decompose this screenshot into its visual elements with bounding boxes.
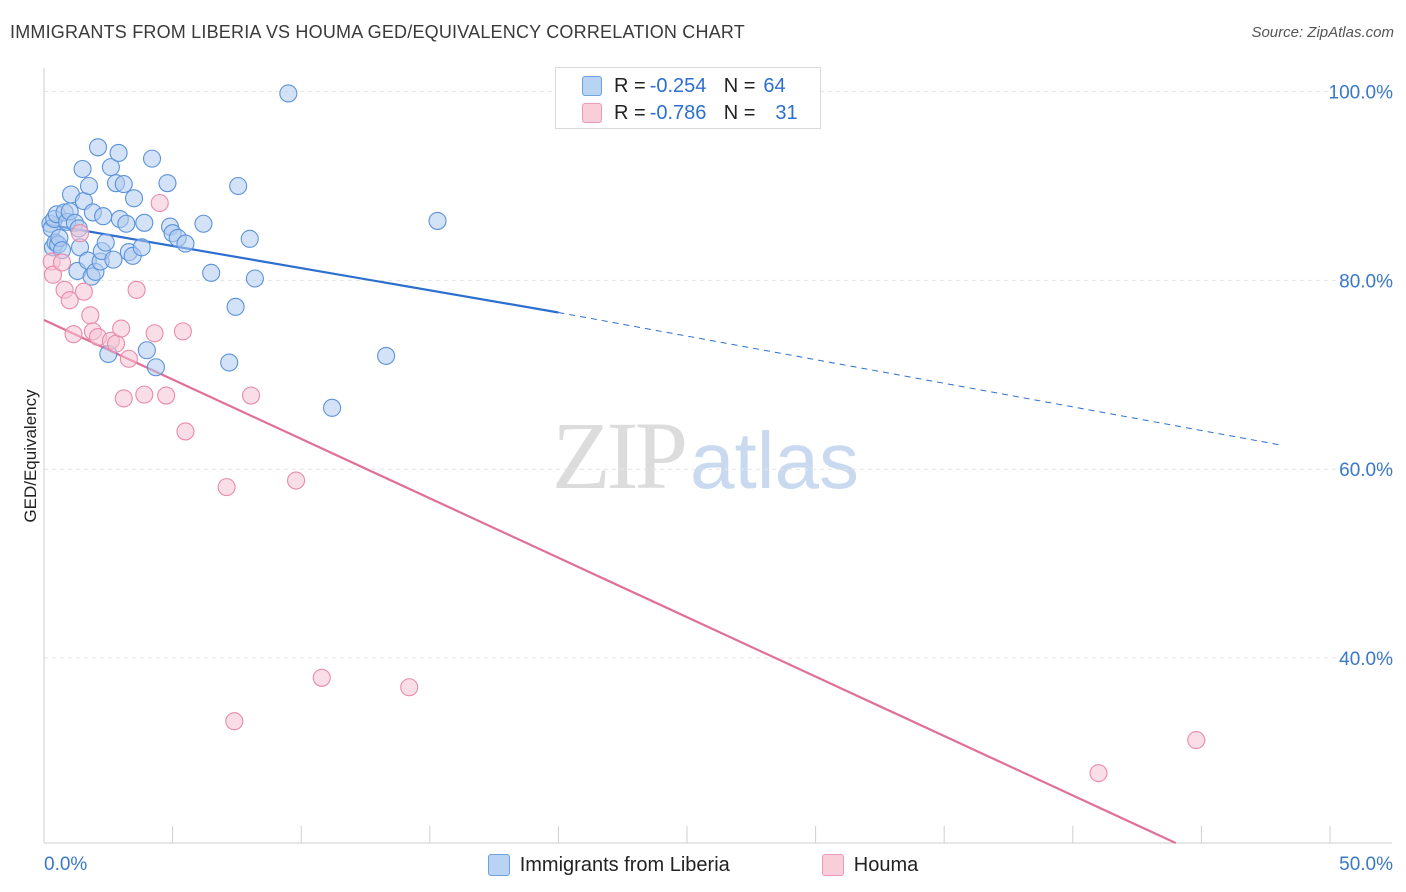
x-tick-label: 0.0% bbox=[44, 854, 87, 875]
n-value: 64 bbox=[763, 74, 786, 97]
point-liberia bbox=[428, 211, 447, 230]
point-liberia bbox=[96, 233, 115, 252]
point-houma bbox=[1089, 764, 1108, 783]
source-label: Source: ZipAtlas.com bbox=[1251, 24, 1394, 41]
point-liberia bbox=[124, 189, 144, 208]
point-houma bbox=[112, 319, 131, 338]
point-houma bbox=[176, 422, 195, 441]
trendlines bbox=[43, 222, 1279, 844]
point-liberia bbox=[109, 143, 128, 163]
stats-row-liberia: R = -0.254 N = 64 bbox=[582, 74, 786, 98]
point-houma bbox=[43, 265, 63, 284]
y-tick-label: 80.0% bbox=[1339, 271, 1393, 292]
point-liberia bbox=[158, 174, 177, 193]
chart-title: IMMIGRANTS FROM LIBERIA VS HOUMA GED/EQU… bbox=[10, 22, 745, 42]
n-value: 31 bbox=[775, 101, 798, 124]
point-liberia bbox=[114, 175, 133, 194]
trendline-liberia-extension bbox=[558, 311, 1279, 446]
point-houma bbox=[114, 389, 133, 408]
point-houma bbox=[217, 478, 236, 497]
point-liberia bbox=[146, 358, 165, 377]
legend-item-houma: Houma bbox=[762, 854, 918, 877]
r-label: R = bbox=[614, 74, 646, 97]
point-houma bbox=[64, 325, 83, 344]
point-houma bbox=[135, 385, 154, 404]
point-liberia bbox=[73, 159, 92, 179]
point-liberia bbox=[137, 341, 156, 360]
liberia-swatch bbox=[582, 76, 602, 96]
point-liberia bbox=[240, 229, 259, 248]
grid bbox=[44, 91, 1392, 659]
point-liberia bbox=[79, 176, 99, 196]
legend-item-liberia: Immigrants from Liberia bbox=[487, 853, 730, 877]
point-houma bbox=[127, 280, 146, 299]
r-label: R = bbox=[614, 101, 646, 124]
legend-label-liberia: Immigrants from Liberia bbox=[519, 853, 730, 876]
point-houma bbox=[145, 324, 164, 343]
houma-swatch bbox=[582, 103, 602, 123]
point-houma bbox=[400, 678, 419, 697]
point-houma bbox=[81, 306, 100, 325]
point-liberia bbox=[94, 207, 113, 226]
point-liberia bbox=[132, 238, 151, 257]
point-liberia bbox=[117, 214, 136, 233]
y-tick-label: 100.0% bbox=[1329, 83, 1394, 104]
point-houma bbox=[312, 668, 331, 687]
point-houma bbox=[157, 386, 176, 405]
point-houma bbox=[225, 712, 244, 731]
point-houma bbox=[60, 291, 79, 310]
point-liberia bbox=[323, 398, 342, 417]
point-liberia bbox=[377, 346, 396, 365]
stats-row-houma: R = -0.786 N = 31 bbox=[582, 101, 798, 125]
point-liberia bbox=[279, 84, 298, 103]
point-liberia bbox=[229, 176, 248, 196]
point-liberia bbox=[142, 149, 162, 168]
x-tick-label: 50.0% bbox=[1339, 854, 1393, 875]
point-liberia bbox=[226, 297, 245, 316]
point-liberia bbox=[220, 353, 239, 372]
r-value: -0.254 bbox=[649, 74, 707, 97]
tick-labels: 40.0% 60.0% 80.0% 100.0% 0.0% 50.0% GED/Equiva… bbox=[21, 83, 1393, 875]
trendline-houma bbox=[43, 319, 1177, 844]
point-houma bbox=[173, 322, 192, 341]
houma-swatch bbox=[821, 854, 844, 876]
series-legend: Immigrants from Liberia Houma bbox=[0, 851, 1406, 879]
point-houma bbox=[1187, 731, 1206, 750]
data-points bbox=[41, 84, 1206, 783]
point-liberia bbox=[194, 214, 213, 233]
point-liberia bbox=[245, 269, 264, 288]
y-tick-label: 60.0% bbox=[1339, 460, 1393, 481]
liberia-swatch bbox=[487, 854, 510, 876]
point-liberia bbox=[176, 234, 195, 253]
point-houma bbox=[106, 334, 126, 353]
legend-label-houma: Houma bbox=[853, 853, 919, 876]
point-liberia bbox=[101, 158, 120, 177]
point-liberia bbox=[135, 213, 154, 232]
point-houma bbox=[70, 224, 90, 243]
point-liberia bbox=[88, 138, 108, 157]
point-houma bbox=[241, 386, 261, 405]
point-liberia bbox=[202, 263, 221, 282]
point-houma bbox=[119, 349, 138, 368]
stats-legend: R = -0.254 N = 64 R = -0.786 N = 31 bbox=[555, 67, 821, 129]
trendline-liberia bbox=[43, 222, 559, 314]
axes bbox=[43, 68, 1392, 844]
y-tick-label: 40.0% bbox=[1339, 649, 1393, 670]
point-liberia bbox=[104, 250, 123, 269]
y-axis-label: GED/Equivalency bbox=[21, 389, 40, 523]
point-houma bbox=[150, 193, 169, 213]
point-houma bbox=[287, 471, 306, 490]
r-value: -0.786 bbox=[649, 101, 707, 124]
n-label: N = bbox=[723, 74, 756, 97]
n-label: N = bbox=[723, 101, 756, 124]
point-houma bbox=[52, 253, 72, 272]
point-houma bbox=[74, 282, 93, 301]
